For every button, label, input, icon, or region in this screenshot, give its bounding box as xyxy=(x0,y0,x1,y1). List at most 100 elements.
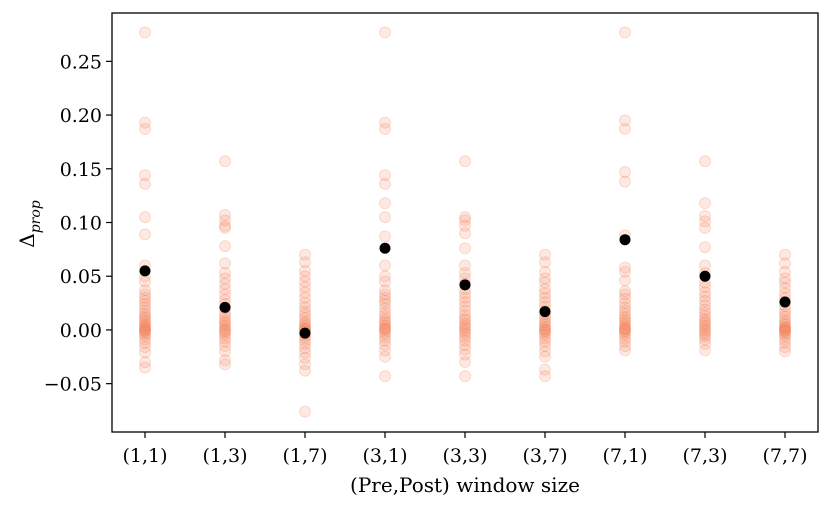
data-point-3-6 xyxy=(379,211,391,224)
data-point-4-2 xyxy=(459,214,471,227)
data-point-7-13 xyxy=(699,299,711,312)
data-point-3-10 xyxy=(379,275,391,288)
data-point-0-15 xyxy=(139,301,151,314)
data-point-3-15 xyxy=(379,298,391,311)
data-point-3-31 xyxy=(379,344,391,357)
data-point-3-19 xyxy=(379,313,391,326)
data-point-7-2 xyxy=(699,210,711,223)
data-point-6-23 xyxy=(619,323,631,336)
data-point-6-18 xyxy=(619,315,631,328)
data-point-2-27 xyxy=(299,351,311,364)
data-point-2-29 xyxy=(299,364,311,377)
data-point-7-26 xyxy=(699,333,711,346)
data-point-5-2 xyxy=(539,265,551,278)
mean-point-0 xyxy=(139,265,151,277)
data-point-7-21 xyxy=(699,321,711,334)
data-point-1-4 xyxy=(219,221,231,234)
data-point-0-19 xyxy=(139,312,151,325)
data-point-7-14 xyxy=(699,303,711,316)
data-point-1-5 xyxy=(219,240,231,253)
data-point-8-19 xyxy=(779,323,791,336)
data-point-3-33 xyxy=(379,370,391,383)
data-point-3-28 xyxy=(379,331,391,344)
data-point-1-11 xyxy=(219,288,231,301)
data-point-5-3 xyxy=(539,272,551,285)
data-point-3-1 xyxy=(379,116,391,129)
data-point-4-21 xyxy=(459,321,471,334)
data-point-6-12 xyxy=(619,297,631,310)
data-point-0-20 xyxy=(139,314,151,327)
data-point-5-4 xyxy=(539,276,551,289)
data-point-8-14 xyxy=(779,316,791,329)
data-point-7-27 xyxy=(699,337,711,350)
data-point-3-27 xyxy=(379,328,391,341)
data-point-0-24 xyxy=(139,321,151,334)
data-point-2-2 xyxy=(299,264,311,277)
data-point-0-34 xyxy=(139,346,151,359)
data-point-8-16 xyxy=(779,320,791,333)
data-point-3-26 xyxy=(379,326,391,339)
x-tick-label-2: (1,7) xyxy=(282,445,327,467)
data-point-1-27 xyxy=(219,335,231,348)
data-point-7-18 xyxy=(699,315,711,328)
data-point-4-3 xyxy=(459,219,471,232)
x-axis: (1,1) (1,3) (1,7) (3,1) (3,3) (3,7) (7,1) (7,3)… xyxy=(122,432,808,467)
data-point-8-15 xyxy=(779,318,791,331)
data-point-3-5 xyxy=(379,197,391,210)
data-point-5-15 xyxy=(539,318,551,331)
data-point-5-17 xyxy=(539,322,551,335)
y-axis-label: Δprop xyxy=(15,200,44,248)
data-point-8-20 xyxy=(779,325,791,338)
data-point-4-16 xyxy=(459,308,471,321)
x-tick-label-8: (7,7) xyxy=(762,445,807,467)
data-point-3-17 xyxy=(379,306,391,319)
points-layer xyxy=(139,26,791,418)
data-point-2-12 xyxy=(299,312,311,325)
data-point-4-0 xyxy=(459,155,471,168)
data-point-2-0 xyxy=(299,248,311,261)
data-point-7-1 xyxy=(699,197,711,210)
data-point-4-24 xyxy=(459,328,471,341)
data-point-5-23 xyxy=(539,335,551,348)
data-point-7-20 xyxy=(699,319,711,332)
data-point-3-8 xyxy=(379,259,391,272)
data-point-4-26 xyxy=(459,334,471,347)
data-point-6-26 xyxy=(619,329,631,342)
data-point-0-35 xyxy=(139,356,151,369)
data-point-3-18 xyxy=(379,309,391,322)
data-point-8-24 xyxy=(779,333,791,346)
data-point-2-6 xyxy=(299,286,311,299)
data-point-1-24 xyxy=(219,327,231,340)
data-point-6-16 xyxy=(619,311,631,324)
data-point-6-0 xyxy=(619,26,631,39)
x-tick-label-5: (3,7) xyxy=(522,445,567,467)
data-point-1-3 xyxy=(219,219,231,232)
y-tick-label-6: 0.25 xyxy=(60,51,102,73)
data-point-6-9 xyxy=(619,285,631,298)
data-point-7-15 xyxy=(699,306,711,319)
data-point-2-28 xyxy=(299,358,311,371)
data-point-4-19 xyxy=(459,317,471,330)
data-point-7-4 xyxy=(699,221,711,234)
data-point-6-3 xyxy=(619,166,631,179)
data-point-1-21 xyxy=(219,321,231,334)
data-point-0-36 xyxy=(139,361,151,374)
data-point-3-3 xyxy=(379,169,391,182)
data-point-2-26 xyxy=(299,346,311,359)
data-point-2-25 xyxy=(299,342,311,355)
data-point-0-13 xyxy=(139,294,151,307)
data-point-6-22 xyxy=(619,322,631,335)
data-point-8-22 xyxy=(779,328,791,341)
x-tick-label-0: (1,1) xyxy=(122,445,167,467)
data-point-3-12 xyxy=(379,288,391,301)
data-point-1-31 xyxy=(219,358,231,371)
data-point-0-31 xyxy=(139,333,151,346)
data-point-5-20 xyxy=(539,327,551,340)
data-point-2-7 xyxy=(299,291,311,304)
data-point-6-15 xyxy=(619,307,631,320)
data-point-5-6 xyxy=(539,287,551,300)
data-point-7-12 xyxy=(699,294,711,307)
means-layer xyxy=(139,234,791,339)
data-point-6-13 xyxy=(619,301,631,314)
data-point-0-5 xyxy=(139,211,151,224)
